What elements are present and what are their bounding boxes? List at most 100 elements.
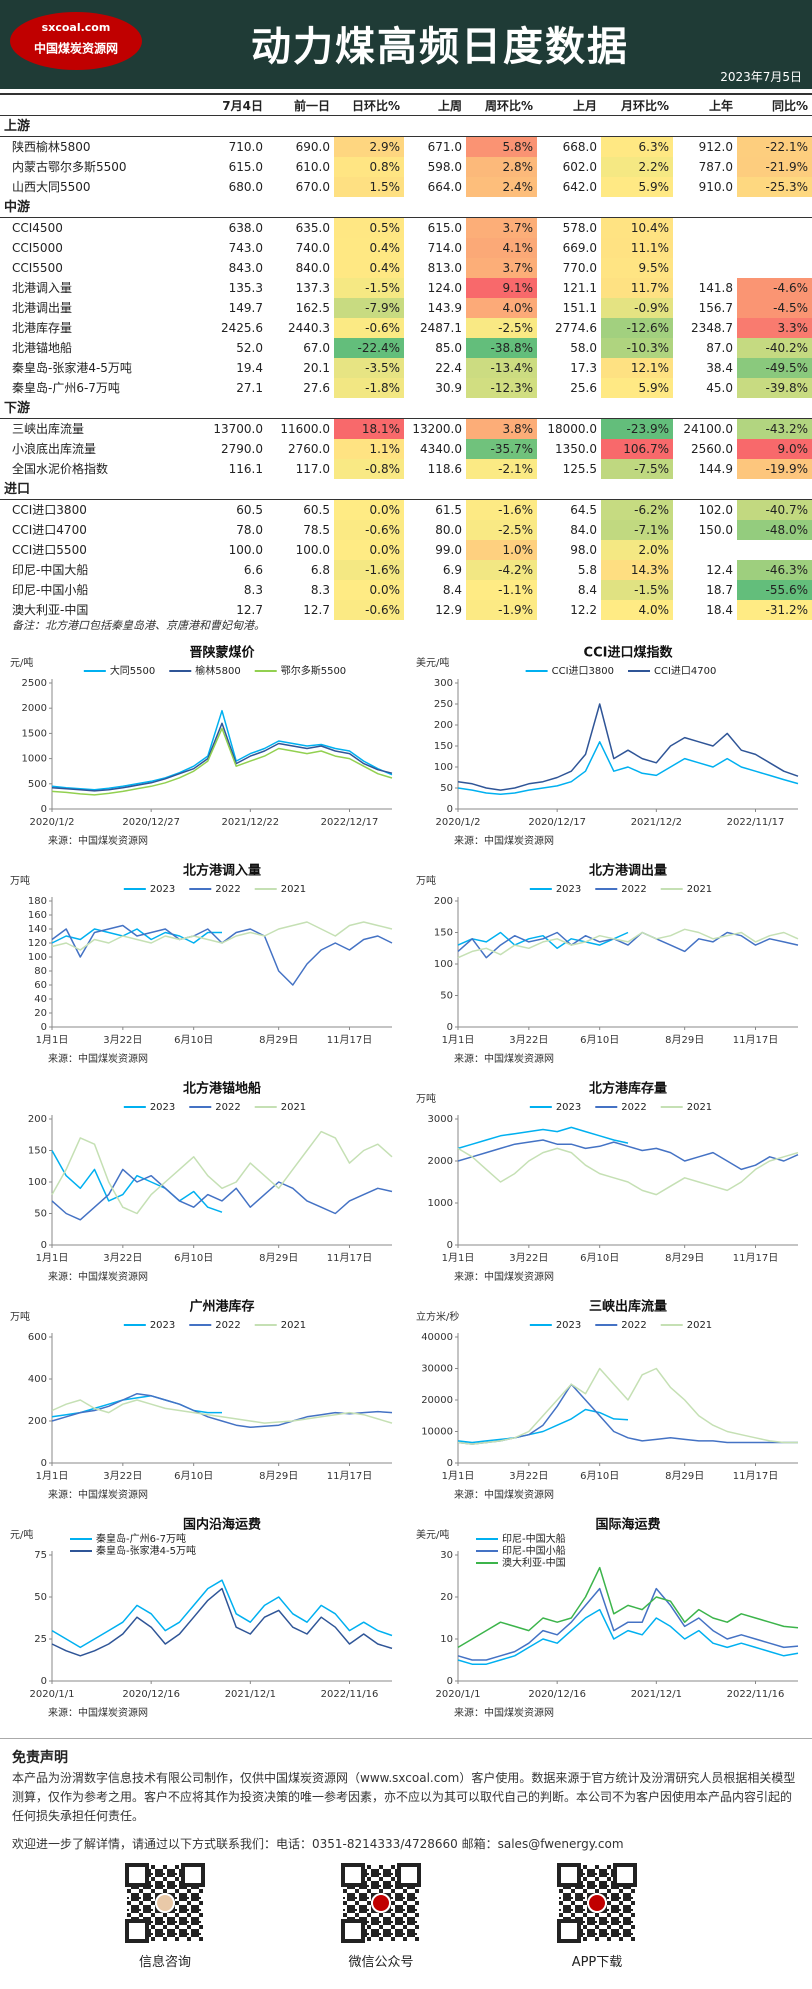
table-cell: 635.0 — [295, 220, 330, 235]
legend-label: 2022 — [215, 1320, 240, 1331]
table-cell: 12.7 — [236, 602, 263, 617]
x-tick-label: 3月22日 — [509, 1034, 548, 1046]
table-cell: 27.6 — [303, 380, 330, 395]
table-cell: -0.8% — [334, 459, 404, 479]
series-line — [457, 931, 629, 950]
table-cell: -1.6% — [334, 560, 404, 580]
qr-block: APP下载 — [537, 1861, 657, 1970]
data-row: 秦皇岛-广州6-7万吨 27.1 27.6 -1.8% 30.9 -12.3% 25.6 5.… — [0, 378, 812, 398]
legend-label: 榆林5800 — [195, 664, 240, 677]
series-line — [51, 924, 393, 986]
table-cell: 2560.0 — [691, 441, 733, 456]
table-cell: -2.5% — [466, 318, 537, 338]
table-cell: 9.1% — [466, 278, 537, 298]
x-tick-label: 2021/12/22 — [222, 817, 280, 828]
chart-title: 北方港调出量 — [589, 863, 667, 879]
series-line — [51, 1130, 393, 1215]
table-cell: 843.0 — [228, 260, 263, 275]
series-line — [457, 741, 799, 796]
y-tick-label: 25 — [34, 1634, 47, 1645]
series-line — [457, 1126, 629, 1150]
table-cell: -1.5% — [334, 278, 404, 298]
axis-unit: 元/吨 — [10, 656, 33, 669]
legend-label: 鄂尔多斯5500 — [281, 664, 346, 677]
disclaimer-text: 本产品为汾渭数字信息技术有限公司制作，仅供中国煤炭资源网（www.sxcoal.… — [12, 1771, 796, 1823]
series-line — [457, 1147, 799, 1196]
x-tick-label: 2020/12/27 — [122, 817, 180, 828]
table-cell: 670.0 — [295, 179, 330, 194]
table-cell: 0.0% — [334, 499, 404, 520]
y-tick-label: 0 — [41, 804, 47, 815]
table-cell: 45.0 — [706, 380, 733, 395]
axis-unit: 立方米/秒 — [416, 1310, 459, 1323]
table-cell: 4.0% — [466, 298, 537, 318]
table-cell: 12.9 — [435, 602, 462, 617]
table-cell: 664.0 — [427, 179, 462, 194]
table-cell: -7.1% — [601, 520, 673, 540]
x-tick-label: 8月29日 — [665, 1034, 704, 1046]
logo-badge — [10, 12, 142, 70]
series-line — [457, 703, 799, 791]
data-row: 秦皇岛-张家港4-5万吨 19.4 20.1 -3.5% 22.4 -13.4% 17.3 1… — [0, 358, 812, 378]
data-row: 陕西榆林5800 710.0 690.0 2.9% 671.0 5.8% 668.0 6.3%… — [0, 136, 812, 157]
table-cell: 102.0 — [698, 502, 733, 517]
legend-label: 2023 — [556, 884, 581, 895]
x-tick-label: 6月10日 — [580, 1034, 619, 1046]
y-tick-label: 200 — [28, 1114, 47, 1125]
table-cell: 2425.6 — [221, 320, 263, 335]
table-cell: 669.0 — [562, 240, 597, 255]
section-row: 上游 — [0, 115, 812, 137]
table-cell: 151.1 — [562, 300, 597, 315]
table-cell: 2.4% — [466, 177, 537, 197]
table-cell: 27.1 — [236, 380, 263, 395]
data-row: CCI进口4700 78.0 78.5 -0.6% 80.0 -2.5% 84.0 -7.1%… — [0, 520, 812, 540]
chart-title: 北方港锚地船 — [183, 1081, 261, 1097]
x-tick-label: 2022/11/16 — [727, 1689, 785, 1700]
table-cell: 598.0 — [427, 159, 462, 174]
data-row: 北港锚地船 52.0 67.0 -22.4% 85.0 -38.8% 58.0 -10.3% 8… — [0, 338, 812, 358]
table-cell: 6.9 — [442, 562, 462, 577]
table-cell: -4.2% — [466, 560, 537, 580]
table-cell: 912.0 — [698, 139, 733, 154]
row-label: 小浪底出库流量 — [12, 441, 97, 456]
y-tick-label: 180 — [28, 896, 47, 907]
contact-info: 欢迎进一步了解详情，请通过以下方式联系我们：电话：0351-8214333/47… — [12, 1837, 624, 1851]
qr-block: 微信公众号 — [321, 1861, 441, 1970]
table-cell: -19.9% — [737, 459, 812, 479]
table-cell: -1.8% — [334, 378, 404, 398]
row-label: 北港库存量 — [12, 320, 73, 335]
column-header: 月环比% — [601, 93, 673, 116]
table-cell: 5.9% — [601, 177, 673, 197]
table-cell: 0.0% — [334, 580, 404, 600]
table-cell: 5.9% — [601, 378, 673, 398]
series-line — [457, 1587, 799, 1661]
table-cell: -0.6% — [334, 600, 404, 620]
series-line — [457, 1367, 798, 1445]
y-tick-label: 0 — [447, 1458, 453, 1469]
column-header: 上周 — [404, 93, 466, 116]
x-tick-label: 3月22日 — [103, 1252, 142, 1264]
table-cell: 13200.0 — [412, 421, 462, 436]
logo-en: sxcoal.com — [42, 21, 111, 34]
x-tick-label: 2020/12/16 — [528, 1689, 586, 1700]
table-cell: 671.0 — [427, 139, 462, 154]
qr-label: 信息咨询 — [138, 1955, 191, 1970]
y-tick-label: 60 — [34, 980, 47, 991]
column-header: 上月 — [537, 93, 601, 116]
x-tick-label: 6月10日 — [580, 1470, 619, 1482]
legend-label: 2021 — [687, 1102, 712, 1113]
table-cell: -35.7% — [466, 439, 537, 459]
table-cell: 1.0% — [466, 540, 537, 560]
table-cell: 3.3% — [737, 318, 812, 338]
y-tick-label: 80 — [34, 966, 47, 977]
series-line — [51, 1579, 393, 1649]
table-cell: 770.0 — [562, 260, 597, 275]
table-cell: 3.8% — [466, 418, 537, 439]
x-tick-label: 8月29日 — [259, 1470, 298, 1482]
chart-source: 来源：中国煤炭资源网 — [48, 1706, 148, 1719]
row-label: CCI进口3800 — [12, 502, 87, 517]
table-cell: 11600.0 — [280, 421, 330, 436]
